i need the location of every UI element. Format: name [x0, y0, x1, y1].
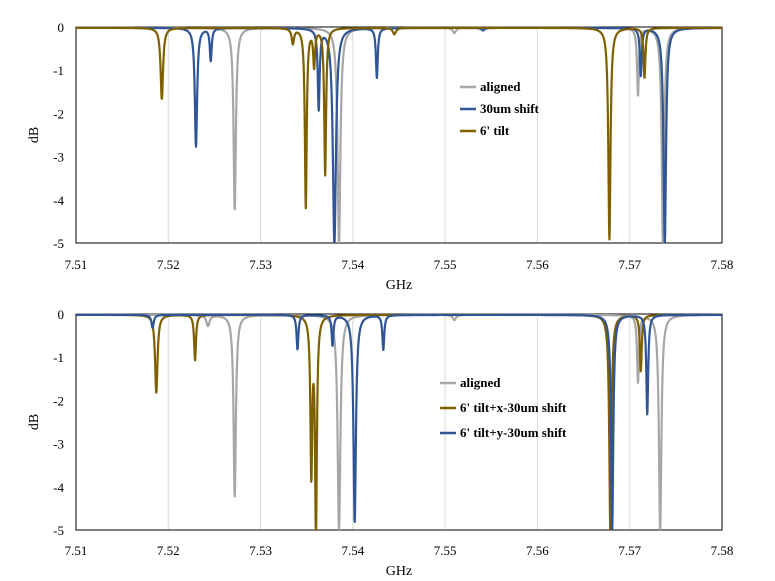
legend-entry: aligned: [460, 375, 501, 390]
series-line-6-tilt-x-30um-shift: [76, 313, 722, 530]
y-tick-label: 0: [58, 307, 65, 322]
x-tick-label: 7.52: [157, 543, 180, 558]
legend-entry: 6' tilt+y-30um shift: [460, 425, 567, 440]
series-line-6-tilt-y-30um-shift: [76, 313, 722, 530]
y-tick-label: -3: [53, 150, 64, 165]
x-axis-label: GHz: [386, 278, 412, 293]
y-axis-label: dB: [27, 414, 42, 430]
x-tick-label: 7.58: [711, 257, 734, 272]
chart-bottom: 7.51 7.52 7.53 7.54 7.55 7.56 7.57 7.58 0 -1 -2 -3 -…: [27, 307, 733, 579]
legend-entry: 6' tilt: [480, 123, 510, 138]
legend-entry: 6' tilt+x-30um shift: [460, 400, 567, 415]
x-tick-label: 7.54: [341, 257, 364, 272]
legend-entry: aligned: [480, 79, 521, 94]
y-tick-label: -2: [53, 393, 64, 408]
plot-area-frame: [75, 313, 723, 531]
x-tick-label: 7.56: [526, 543, 549, 558]
x-tick-label: 7.54: [341, 543, 364, 558]
x-tick-label: 7.57: [618, 543, 641, 558]
y-tick-label: -1: [53, 350, 64, 365]
x-tick-label: 7.57: [618, 257, 641, 272]
plot-area-frame: [75, 26, 723, 244]
y-tick-label: -5: [53, 236, 64, 251]
x-tick-label: 7.53: [249, 257, 272, 272]
x-tick-label: 7.52: [157, 257, 180, 272]
y-tick-label: -5: [53, 523, 64, 538]
y-tick-label: 0: [58, 20, 65, 35]
x-tick-label: 7.51: [65, 543, 88, 558]
x-tick-label: 7.51: [65, 257, 88, 272]
y-axis-label: dB: [27, 127, 42, 143]
series-line-aligned: [76, 26, 722, 243]
series-line-aligned: [76, 313, 722, 530]
x-tick-label: 7.56: [526, 257, 549, 272]
x-axis-label: GHz: [386, 564, 412, 579]
x-tick-label: 7.58: [711, 543, 734, 558]
y-tick-label: -4: [53, 480, 64, 495]
x-tick-label: 7.53: [249, 543, 272, 558]
y-tick-label: -3: [53, 437, 64, 452]
y-tick-label: -1: [53, 63, 64, 78]
y-tick-label: -2: [53, 106, 64, 121]
series-line-6-tilt: [76, 26, 722, 241]
chart-top: 7.51 7.52 7.53 7.54 7.55 7.56 7.57 7.58 0 -1 -2 -3 -…: [27, 20, 733, 293]
series-line-30um-shift: [76, 26, 722, 243]
legend-entry: 30um shift: [480, 101, 540, 116]
x-tick-label: 7.55: [434, 257, 457, 272]
series-group: [76, 26, 722, 243]
y-tick-label: -4: [53, 193, 64, 208]
x-tick-label: 7.55: [434, 543, 457, 558]
series-group: [76, 313, 722, 530]
